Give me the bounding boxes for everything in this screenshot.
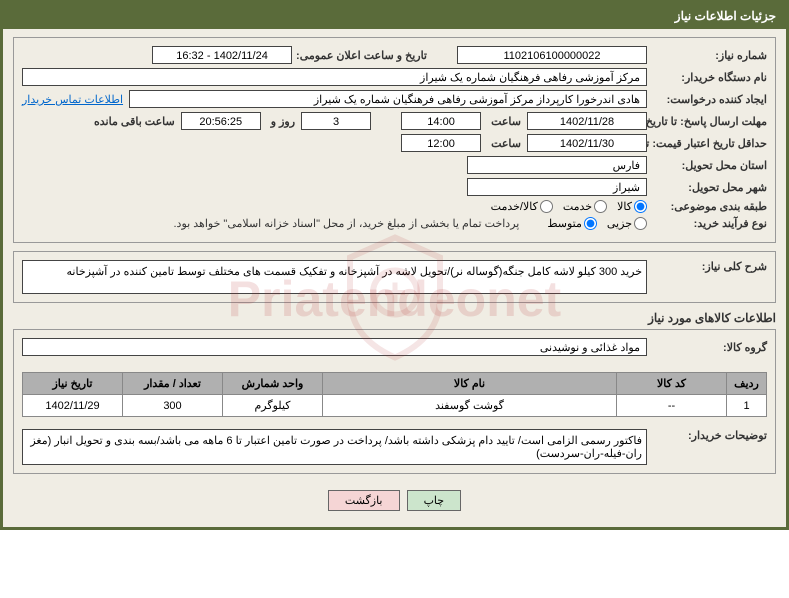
process-radio-group: جزیی متوسط — [539, 217, 647, 230]
goods-table: ردیف کد کالا نام کالا واحد شمارش تعداد /… — [22, 372, 767, 417]
cell-code: -- — [617, 395, 727, 417]
time-remain: 20:56:25 — [181, 112, 261, 130]
process-label: نوع فرآیند خرید: — [647, 217, 767, 230]
page-title: جزئیات اطلاعات نیاز — [3, 3, 786, 29]
cell-name: گوشت گوسفند — [323, 395, 617, 417]
need-number-label: شماره نیاز: — [647, 49, 767, 62]
back-button[interactable]: بازگشت — [328, 490, 400, 511]
radio-medium[interactable] — [584, 217, 597, 230]
hour-label-1: ساعت — [487, 115, 521, 128]
buyer-org-value: مرکز آموزشی رفاهی فرهنگیان شماره یک شیرا… — [22, 68, 647, 86]
city-label: شهر محل تحویل: — [647, 181, 767, 194]
province-value: فارس — [467, 156, 647, 174]
days-remain: 3 — [301, 112, 371, 130]
radio-partial[interactable] — [634, 217, 647, 230]
cell-qty: 300 — [123, 395, 223, 417]
label-both: کالا/خدمت — [491, 200, 538, 213]
requester-value: هادی اندرخورا کارپرداز مرکز آموزشی رفاهی… — [129, 90, 647, 108]
radio-both[interactable] — [540, 200, 553, 213]
radio-goods[interactable] — [634, 200, 647, 213]
buyer-notes-label: توضیحات خریدار: — [647, 429, 767, 442]
deadline-date: 1402/11/28 — [527, 112, 647, 130]
table-row: 1 -- گوشت گوسفند کیلوگرم 300 1402/11/29 — [23, 395, 767, 417]
th-unit: واحد شمارش — [223, 373, 323, 395]
th-row: ردیف — [727, 373, 767, 395]
cell-row: 1 — [727, 395, 767, 417]
announce-label: تاریخ و ساعت اعلان عمومی: — [292, 49, 427, 62]
province-label: استان محل تحویل: — [647, 159, 767, 172]
th-qty: تعداد / مقدار — [123, 373, 223, 395]
validity-hour: 12:00 — [401, 134, 481, 152]
cell-unit: کیلوگرم — [223, 395, 323, 417]
contact-link[interactable]: اطلاعات تماس خریدار — [22, 93, 123, 106]
th-name: نام کالا — [323, 373, 617, 395]
cell-date: 1402/11/29 — [23, 395, 123, 417]
th-date: تاریخ نیاز — [23, 373, 123, 395]
summary-text: خرید 300 کیلو لاشه کامل جنگه(گوساله نر)/… — [22, 260, 647, 294]
label-goods: کالا — [617, 200, 632, 213]
summary-label: شرح کلی نیاز: — [647, 260, 767, 273]
day-and-label: روز و — [267, 115, 295, 128]
validity-date: 1402/11/30 — [527, 134, 647, 152]
deadline-hour: 14:00 — [401, 112, 481, 130]
label-medium: متوسط — [547, 217, 582, 230]
requester-label: ایجاد کننده درخواست: — [647, 93, 767, 106]
remain-label: ساعت باقی مانده — [90, 115, 175, 128]
label-partial: جزیی — [607, 217, 632, 230]
radio-service[interactable] — [594, 200, 607, 213]
label-service: خدمت — [563, 200, 592, 213]
validity-label: حداقل تاریخ اعتبار قیمت: تا تاریخ: — [647, 137, 767, 150]
category-label: طبقه بندی موضوعی: — [647, 200, 767, 213]
group-label: گروه کالا: — [647, 341, 767, 354]
group-value: مواد غذائی و نوشیدنی — [22, 338, 647, 356]
hour-label-2: ساعت — [487, 137, 521, 150]
buyer-notes-text: فاکتور رسمی الزامی است/ تایید دام پزشکی … — [22, 429, 647, 465]
need-number-value: 1102106100000022 — [457, 46, 647, 64]
buyer-org-label: نام دستگاه خریدار: — [647, 71, 767, 84]
process-note: پرداخت تمام یا بخشی از مبلغ خرید، از محل… — [174, 217, 520, 230]
city-value: شیراز — [467, 178, 647, 196]
th-code: کد کالا — [617, 373, 727, 395]
deadline-label: مهلت ارسال پاسخ: تا تاریخ: — [647, 115, 767, 128]
category-radio-group: کالا خدمت کالا/خدمت — [483, 200, 647, 213]
announce-value: 1402/11/24 - 16:32 — [152, 46, 292, 64]
print-button[interactable]: چاپ — [407, 490, 462, 511]
goods-section-title: اطلاعات کالاهای مورد نیاز — [13, 311, 776, 325]
